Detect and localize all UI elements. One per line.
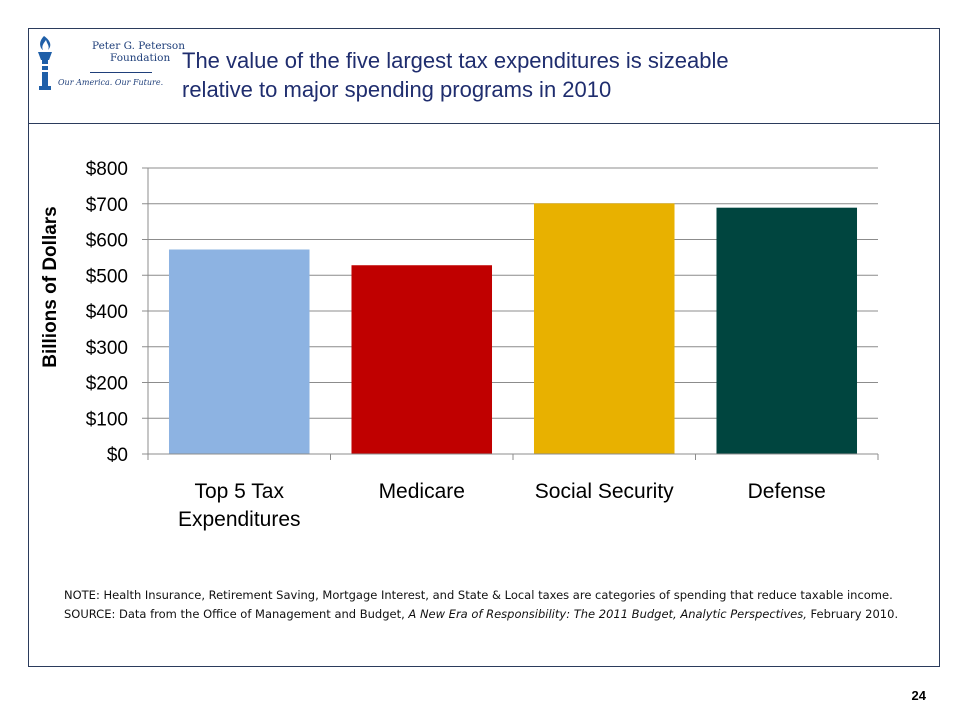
- x-tick-labels: Top 5 Tax Expenditures Medicare Social Secu…: [178, 480, 826, 531]
- source-prefix: SOURCE: Data from the Office of Manageme…: [64, 607, 409, 621]
- logo-tagline: Our America. Our Future.: [58, 78, 164, 87]
- torch-icon: [38, 36, 52, 90]
- y-tick-label: $300: [86, 338, 128, 359]
- y-tick-label: $700: [86, 195, 128, 216]
- y-tick-label: $0: [107, 445, 128, 466]
- y-tick-label: $600: [86, 231, 128, 252]
- x-tick-label: Expenditures: [178, 508, 301, 531]
- bars: [168, 203, 858, 454]
- foundation-logo: Peter G. Peterson Foundation Our America…: [34, 34, 185, 96]
- bar: [716, 207, 858, 454]
- logo-org-name-line1: Peter G. Peterson: [92, 40, 186, 52]
- y-tick-label: $500: [86, 266, 128, 287]
- source-title: A New Era of Responsibility: The 2011 Bu…: [408, 607, 807, 621]
- x-tick-label: Defense: [748, 480, 826, 503]
- logo-divider: [90, 72, 152, 73]
- bar: [533, 203, 675, 454]
- title-line-2: relative to major spending programs in 2…: [182, 77, 612, 102]
- y-tick-label: $400: [86, 302, 128, 323]
- title-line-1: The value of the five largest tax expend…: [182, 48, 729, 73]
- source-text: SOURCE: Data from the Office of Manageme…: [64, 605, 930, 624]
- source-suffix: February 2010.: [806, 607, 899, 621]
- page-title: The value of the five largest tax expend…: [182, 46, 922, 104]
- bar-chart: $0 $100 $200 $300 $400 $500 $600 $700 $800 Top 5…: [40, 159, 879, 531]
- bar: [351, 265, 493, 454]
- axes: [142, 167, 879, 460]
- x-tick-label: Top 5 Tax: [194, 480, 284, 503]
- chart-frame: [28, 124, 940, 667]
- title-frame: [28, 28, 940, 124]
- page-number: 24: [911, 688, 926, 703]
- y-tick-label: $200: [86, 374, 128, 395]
- x-tick-label: Social Security: [535, 480, 674, 503]
- logo-org-name-line2: Foundation: [110, 52, 171, 64]
- x-tick-label: Medicare: [379, 480, 465, 503]
- y-tick-label: $800: [86, 159, 128, 180]
- note-text: NOTE: Health Insurance, Retirement Savin…: [64, 588, 893, 602]
- bar: [168, 249, 310, 454]
- footnote: NOTE: Health Insurance, Retirement Savin…: [64, 586, 930, 624]
- y-tick-label: $100: [86, 409, 128, 430]
- y-axis-label: Billions of Dollars: [40, 206, 61, 368]
- y-tick-labels: $0 $100 $200 $300 $400 $500 $600 $700 $800: [86, 159, 128, 466]
